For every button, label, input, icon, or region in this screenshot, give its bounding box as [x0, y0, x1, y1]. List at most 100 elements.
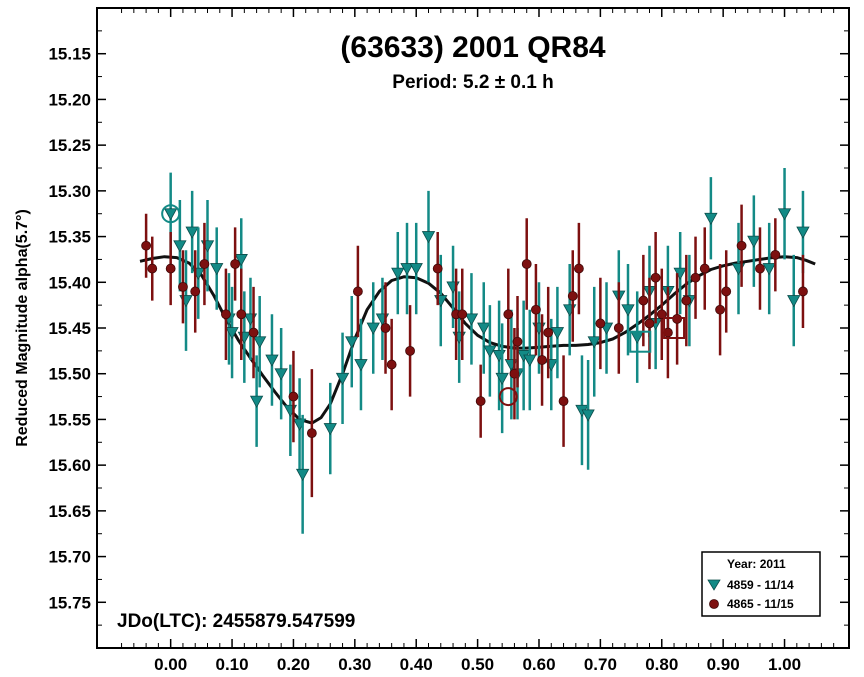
series-circle	[141, 204, 808, 498]
data-point	[253, 336, 267, 349]
legend: Year: 2011 4859 - 11/14 4865 - 11/15	[701, 551, 821, 617]
chart-subtitle: Period: 5.2 ± 0.1 h	[392, 72, 553, 93]
data-point	[613, 323, 624, 333]
data-point	[477, 322, 491, 335]
data-point	[366, 322, 380, 335]
y-tick-label: 15.30	[48, 182, 91, 201]
data-point	[391, 267, 405, 280]
data-point	[736, 240, 747, 251]
data-point	[409, 263, 423, 276]
legend-entry-label: 4859 - 11/14	[727, 578, 794, 592]
y-axis: 15.15 15.20 15.25 15.30 15.35 15.40 15.45 15.50…	[48, 30, 849, 626]
data-point	[573, 263, 584, 274]
data-point	[178, 281, 188, 292]
data-point	[777, 208, 792, 221]
x-tick-label: 0.00	[154, 655, 187, 674]
data-point	[354, 359, 368, 372]
data-point	[483, 345, 497, 358]
data-point	[199, 259, 210, 269]
x-tick-label: 0.70	[584, 655, 617, 674]
data-point	[234, 254, 248, 267]
data-point	[543, 327, 554, 338]
data-point	[380, 323, 391, 333]
x-tick-label: 0.90	[707, 655, 740, 674]
data-point	[306, 428, 317, 439]
legend-title: Year: 2011	[727, 557, 786, 571]
x-tick-label: 1.00	[768, 655, 801, 674]
data-point	[512, 336, 523, 347]
data-point	[747, 235, 761, 248]
data-point	[503, 309, 514, 320]
y-tick-label: 15.45	[48, 319, 91, 338]
plot-frame	[96, 7, 850, 649]
y-tick-label: 15.20	[48, 90, 91, 109]
data-point	[523, 354, 537, 367]
legend-entry-label: 4865 - 11/15	[727, 597, 794, 611]
data-point	[335, 372, 350, 386]
chart-title: (63633) 2001 QR84	[340, 31, 605, 64]
data-point	[796, 226, 810, 239]
data-point	[495, 372, 509, 386]
data-point	[464, 313, 479, 326]
data-point	[345, 336, 359, 349]
data-point	[755, 263, 765, 274]
y-tick-label: 15.15	[48, 45, 91, 64]
y-tick-label: 15.65	[48, 502, 91, 521]
data-point	[457, 309, 468, 320]
data-point	[265, 354, 279, 367]
x-tick-label: 0.30	[338, 655, 371, 674]
x-tick-label: 0.60	[522, 655, 555, 674]
data-point	[656, 309, 667, 320]
data-point	[323, 423, 337, 436]
data-point	[210, 263, 224, 276]
data-point	[650, 272, 661, 283]
data-point	[165, 263, 176, 274]
data-point	[681, 295, 692, 306]
x-tick-label: 0.50	[461, 655, 494, 674]
legend-circle-marker	[709, 599, 719, 609]
data-point	[762, 263, 776, 276]
data-point	[236, 309, 247, 320]
data-point	[185, 226, 199, 239]
data-point	[521, 259, 532, 269]
data-point	[400, 263, 414, 276]
data-point	[699, 263, 710, 274]
data-point	[644, 318, 655, 329]
y-tick-label: 15.25	[48, 136, 91, 155]
data-point	[147, 263, 158, 274]
y-tick-label: 15.60	[48, 456, 91, 475]
data-point	[638, 295, 649, 306]
data-point	[715, 304, 725, 315]
highlight-square	[629, 330, 652, 353]
data-point	[787, 295, 801, 308]
highlight-square	[663, 317, 686, 339]
data-point	[537, 355, 547, 365]
data-point	[704, 212, 718, 226]
data-point	[567, 291, 578, 301]
data-point	[531, 304, 541, 315]
y-tick-label: 15.75	[48, 593, 91, 612]
y-axis-label: Reduced Magnitude alpha(5.7°)	[14, 209, 31, 447]
x-tick-label: 0.40	[400, 655, 433, 674]
data-point	[595, 318, 606, 329]
data-point	[190, 286, 201, 297]
data-point	[721, 286, 732, 297]
y-tick-label: 15.35	[48, 228, 91, 247]
data-point	[475, 396, 486, 407]
data-point	[690, 272, 701, 283]
data-point	[587, 336, 601, 349]
data-point	[288, 391, 299, 402]
data-point	[770, 249, 781, 260]
data-point	[230, 259, 241, 269]
y-tick-label: 15.50	[48, 365, 91, 384]
jd-annotation: JDo(LTC): 2455879.547599	[117, 611, 355, 632]
x-axis: 0.00 0.10 0.20 0.30 0.40 0.50 0.60 0.70 0.80 0.90…	[121, 8, 835, 674]
data-point	[248, 327, 259, 338]
y-tick-label: 15.55	[48, 410, 91, 429]
x-tick-label: 0.20	[277, 655, 310, 674]
data-point	[221, 309, 231, 320]
data-point	[141, 240, 152, 251]
x-tick-label: 0.80	[645, 655, 678, 674]
data-point	[405, 345, 415, 356]
